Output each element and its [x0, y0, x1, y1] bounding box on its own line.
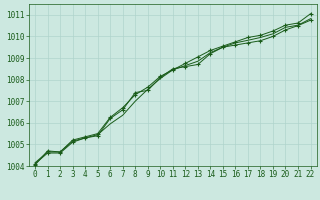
- Text: Graphe pression niveau de la mer (hPa): Graphe pression niveau de la mer (hPa): [48, 184, 272, 194]
